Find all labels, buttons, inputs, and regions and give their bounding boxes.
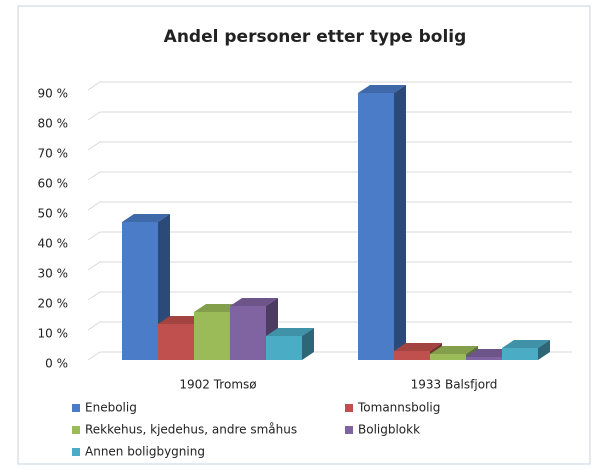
grid-line	[87, 321, 572, 331]
y-tick-label: 80 %	[38, 117, 69, 131]
legend-label: Tomannsbolig	[357, 401, 440, 415]
y-tick-label: 40 %	[38, 237, 69, 251]
grid-line	[87, 81, 572, 91]
y-tick-label: 20 %	[38, 297, 69, 311]
bar-side	[302, 328, 314, 360]
legend-label: Annen boligbygning	[85, 445, 205, 459]
legend-label: Boligblokk	[358, 423, 420, 437]
x-tick-label: 1902 Tromsø	[179, 378, 256, 392]
bar-top	[394, 343, 442, 351]
bar	[394, 351, 430, 360]
bar	[266, 336, 302, 360]
x-tick-label: 1933 Balsfjord	[411, 378, 498, 392]
bar-side	[394, 85, 406, 360]
grid-line	[87, 171, 572, 181]
bar-top	[430, 346, 478, 354]
bar	[358, 93, 394, 360]
bar-top	[230, 298, 278, 306]
bar-top	[358, 85, 406, 93]
bar	[466, 357, 502, 360]
bar	[158, 324, 194, 360]
grid-line	[87, 111, 572, 121]
grid-line	[87, 141, 572, 151]
chart-title: Andel personer etter type bolig	[164, 27, 467, 47]
bar-top	[266, 328, 314, 336]
y-tick-label: 60 %	[38, 177, 69, 191]
grid-line	[87, 261, 572, 271]
bar-side	[538, 340, 550, 360]
legend-swatch	[345, 404, 353, 412]
y-tick-label: 0 %	[45, 357, 68, 371]
legend-swatch	[72, 404, 80, 412]
bar	[502, 348, 538, 360]
legend-label: Rekkehus, kjedehus, andre småhus	[85, 423, 297, 437]
y-tick-label: 30 %	[38, 267, 69, 281]
bar-top	[502, 340, 550, 348]
grid-line	[87, 201, 572, 211]
bar	[430, 354, 466, 360]
bar	[194, 312, 230, 360]
y-tick-label: 10 %	[38, 327, 69, 341]
legend-swatch	[72, 448, 80, 456]
bar	[230, 306, 266, 360]
y-tick-label: 70 %	[38, 147, 69, 161]
legend-label: Enebolig	[85, 401, 137, 415]
grid-line	[87, 291, 572, 301]
bar-top	[122, 214, 170, 222]
bar	[122, 222, 158, 360]
legend-swatch	[345, 426, 353, 434]
legend-swatch	[72, 426, 80, 434]
grid-line	[87, 231, 572, 241]
y-tick-label: 50 %	[38, 207, 69, 221]
y-tick-label: 90 %	[38, 87, 69, 101]
chart-border	[17, 5, 591, 465]
